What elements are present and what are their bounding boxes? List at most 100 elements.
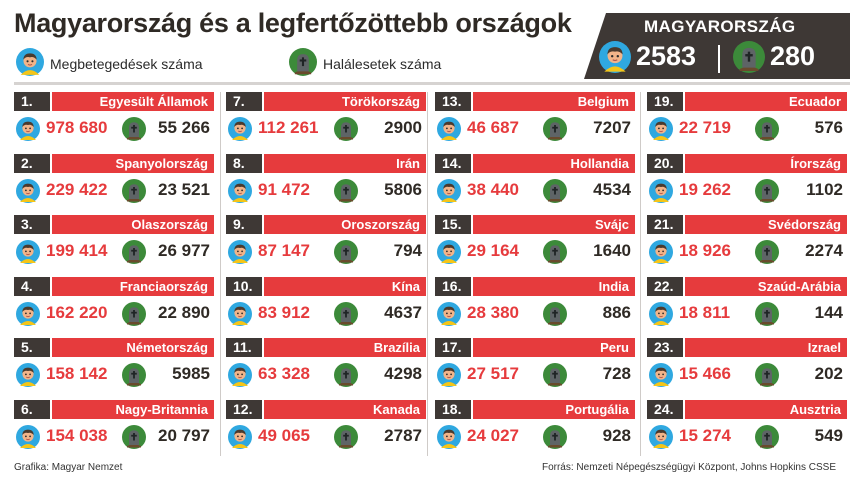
person-icon	[437, 363, 461, 392]
header-divider	[14, 82, 850, 85]
country-name: Egyesült Államok	[52, 92, 214, 111]
country-card: 5. Németország 158 142 5985	[14, 338, 214, 394]
column-divider	[427, 92, 428, 456]
cases-value: 978 680	[46, 118, 108, 137]
country-card: 22. Szaúd-Arábia 18 811 144	[647, 277, 847, 333]
cases-value: 18 926	[679, 241, 731, 260]
person-icon	[228, 240, 252, 269]
country-name: Ausztria	[685, 400, 847, 419]
tombstone-icon	[543, 425, 567, 454]
country-card: 11. Brazília 63 328 4298	[226, 338, 426, 394]
country-card: 13. Belgium 46 687 7207	[435, 92, 635, 148]
cases-value: 19 262	[679, 180, 731, 199]
country-card: 2. Spanyolország 229 422 23 521	[14, 154, 214, 210]
rank-label: 12.	[226, 400, 262, 419]
tombstone-icon	[755, 240, 779, 269]
tombstone-icon	[122, 117, 146, 146]
person-icon	[228, 302, 252, 331]
country-card: 9. Oroszország 87 147 794	[226, 215, 426, 271]
cases-value: 15 274	[679, 426, 731, 445]
rank-label: 20.	[647, 154, 683, 173]
tombstone-icon	[122, 363, 146, 392]
cases-value: 46 687	[467, 118, 519, 137]
person-icon	[649, 117, 673, 146]
country-name: Svájc	[473, 215, 635, 234]
tombstone-icon	[334, 179, 358, 208]
cases-value: 24 027	[467, 426, 519, 445]
tombstone-icon	[755, 117, 779, 146]
cases-value: 229 422	[46, 180, 108, 199]
country-card: 16. India 28 380 886	[435, 277, 635, 333]
deaths-value: 886	[602, 303, 631, 322]
person-icon	[649, 363, 673, 392]
deaths-value: 794	[393, 241, 422, 260]
hungary-cases: 2583	[636, 41, 697, 71]
divider	[718, 45, 720, 73]
country-name: Kína	[264, 277, 426, 296]
tombstone-icon	[733, 41, 765, 78]
deaths-value: 1640	[593, 241, 631, 260]
country-name: Spanyolország	[52, 154, 214, 173]
rank-label: 9.	[226, 215, 262, 234]
country-card: 14. Hollandia 38 440 4534	[435, 154, 635, 210]
cases-value: 15 466	[679, 364, 731, 383]
person-icon	[437, 425, 461, 454]
person-icon	[649, 302, 673, 331]
deaths-value: 2900	[384, 118, 422, 137]
country-name: Brazília	[264, 338, 426, 357]
cases-value: 49 065	[258, 426, 310, 445]
deaths-value: 26 977	[158, 241, 210, 260]
rank-label: 5.	[14, 338, 50, 357]
cases-value: 87 147	[258, 241, 310, 260]
person-icon	[16, 117, 40, 146]
deaths-value: 928	[602, 426, 631, 445]
country-name: Kanada	[264, 400, 426, 419]
column-divider	[220, 92, 221, 456]
tombstone-icon	[543, 302, 567, 331]
source: Forrás: Nemzeti Népegészségügyi Központ,…	[541, 462, 836, 473]
country-grid: 1. Egyesült Államok 978 680 55 266 2. Spany…	[14, 92, 847, 456]
tombstone-icon	[122, 302, 146, 331]
cases-value: 22 719	[679, 118, 731, 137]
rank-label: 19.	[647, 92, 683, 111]
country-name: Irán	[264, 154, 426, 173]
tombstone-icon	[334, 240, 358, 269]
country-name: Belgium	[473, 92, 635, 111]
tombstone-icon	[334, 117, 358, 146]
country-name: Írország	[685, 154, 847, 173]
cases-value: 91 472	[258, 180, 310, 199]
country-name: Németország	[52, 338, 214, 357]
person-icon	[228, 425, 252, 454]
rank-label: 22.	[647, 277, 683, 296]
deaths-value: 5985	[172, 364, 210, 383]
cases-value: 158 142	[46, 364, 108, 383]
tombstone-icon	[122, 240, 146, 269]
person-icon	[16, 240, 40, 269]
column-divider	[640, 92, 641, 456]
person-icon	[228, 363, 252, 392]
tombstone-icon	[122, 425, 146, 454]
rank-label: 23.	[647, 338, 683, 357]
deaths-value: 2274	[805, 241, 843, 260]
tombstone-icon	[289, 48, 317, 79]
tombstone-icon	[543, 363, 567, 392]
tombstone-icon	[543, 117, 567, 146]
country-name: Ecuador	[685, 92, 847, 111]
person-icon	[437, 302, 461, 331]
country-name: Svédország	[685, 215, 847, 234]
hungary-deaths: 280	[770, 41, 816, 71]
cases-value: 28 380	[467, 303, 519, 322]
person-icon	[16, 179, 40, 208]
country-name: Oroszország	[264, 215, 426, 234]
country-card: 20. Írország 19 262 1102	[647, 154, 847, 210]
cases-value: 18 811	[679, 303, 731, 322]
country-card: 12. Kanada 49 065 2787	[226, 400, 426, 456]
deaths-value: 2787	[384, 426, 422, 445]
rank-label: 14.	[435, 154, 471, 173]
rank-label: 4.	[14, 277, 50, 296]
tombstone-icon	[543, 179, 567, 208]
rank-label: 6.	[14, 400, 50, 419]
cases-value: 27 517	[467, 364, 519, 383]
rank-label: 15.	[435, 215, 471, 234]
deaths-value: 20 797	[158, 426, 210, 445]
